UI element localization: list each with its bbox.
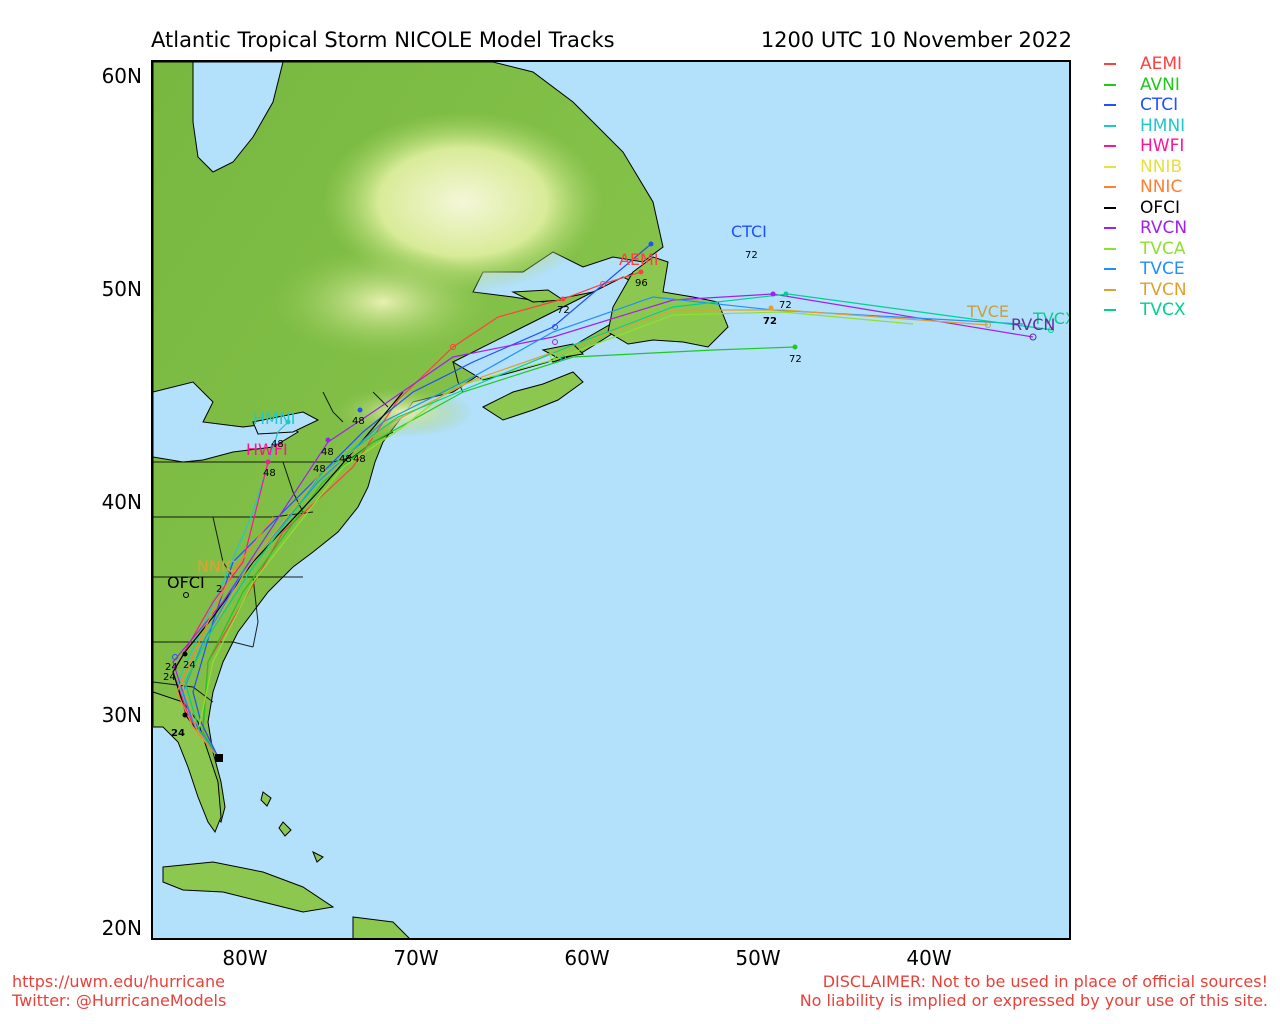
storm-current-position [215,754,223,762]
track-ofci [172,391,404,760]
legend-item-ctci: CTCI [1104,95,1187,116]
footer-disclaimer: DISCLAIMER: Not to be used in place of o… [800,972,1268,1010]
lat-label-30n: 30N [101,703,142,727]
land-magdalen [541,343,585,359]
legend-item-tvca: TVCA [1104,239,1187,260]
legend-item-nnic: NNIC [1104,177,1187,198]
track-markers [172,241,1054,718]
legend-item-tvcn: TVCN [1104,280,1187,301]
hour-label: 24 [171,728,185,739]
track-label-tvcx: TVCX [1033,309,1069,328]
track-label-aemi: AEMI [619,250,659,269]
track-ctci [192,243,652,760]
hour-label: 48 [339,454,352,465]
lat-label-40n: 40N [101,490,142,514]
hour-label: 48 [263,468,276,479]
hour-label: 24 [183,660,196,671]
hour-label: 24 [163,672,176,683]
lake-ontario [252,411,320,435]
hour-label: 48 [353,454,366,465]
track-label-ctci: CTCI [731,222,767,241]
hour-label: 24 [165,662,178,673]
lon-label-60w: 60W [564,946,610,970]
track-label-hwfi: HWFI [246,440,288,459]
legend-item-nnib: NNIB [1104,157,1187,178]
lat-label-20n: 20N [101,916,142,940]
highland-quebec [273,247,493,357]
hour-label: 48 [313,464,326,475]
hour-label: 96 [635,278,648,289]
model-tracks [172,243,1054,760]
track-label-nnic: NNIC [197,557,237,576]
hour-label: 72 [745,250,758,261]
hour-label: 72 [789,354,802,365]
track-label-rvcn: RVCN [1011,315,1056,334]
twitter-handle: Twitter: @HurricaneModels [12,991,227,1010]
track-tvcn [182,309,989,760]
track-tvcx [184,293,1054,760]
lon-label-80w: 80W [222,946,268,970]
legend-item-aemi: AEMI [1104,54,1187,75]
lon-label-40w: 40W [906,946,952,970]
map-datetime: 1200 UTC 10 November 2022 [760,28,1072,52]
footer-credits: https://uwm.edu/hurricane Twitter: @Hurr… [12,972,226,1010]
lat-label-60n: 60N [101,64,142,88]
hour-label: 2 [216,584,223,595]
hour-label: 48 [352,416,365,427]
track-label-hmni: HMNI [253,409,296,428]
website-link[interactable]: https://uwm.edu/hurricane [12,972,225,991]
legend-item-rvcn: RVCN [1104,218,1187,239]
track-nnic [176,516,274,760]
track-label-ofci: OFCI [167,573,205,592]
map-svg [153,62,1054,938]
lon-label-50w: 50W [735,946,781,970]
legend: AEMI AVNI CTCI HMNI HWFI NNIB NNIC OFCI … [1104,54,1187,321]
hour-label: 72 [557,305,570,316]
lon-label-70w: 70W [393,946,439,970]
land-bahamas [260,791,324,863]
track-tvca [197,311,914,760]
lat-label-50n: 50N [101,277,142,301]
legend-item-hmni: HMNI [1104,116,1187,137]
highland-labrador [323,112,603,292]
legend-item-hwfi: HWFI [1104,136,1187,157]
land-cuba [162,861,335,913]
hour-label: 72 [763,316,777,327]
hour-label: 48 [271,439,284,450]
legend-item-tvcx: TVCX [1104,300,1187,321]
hour-label: 48 [321,447,334,458]
hour-label: 72 [779,300,792,311]
land-hispaniola [352,916,410,938]
land-nova-scotia [481,371,584,421]
track-label-tvce: TVCE [967,302,1009,321]
legend-item-tvce: TVCE [1104,259,1187,280]
map-canvas[interactable]: CTCI AEMI HMNI HWFI OFCI NNIC TVCE TVCX … [151,60,1071,940]
disclaimer-line-2: No liability is implied or expressed by … [799,991,1268,1010]
track-rvcn [172,293,1034,760]
map-title: Atlantic Tropical Storm NICOLE Model Tra… [151,28,615,52]
james-bay [192,62,284,173]
legend-item-avni: AVNI [1104,75,1187,96]
disclaimer-line-1: DISCLAIMER: Not to be used in place of o… [822,972,1268,991]
legend-item-ofci: OFCI [1104,198,1187,219]
